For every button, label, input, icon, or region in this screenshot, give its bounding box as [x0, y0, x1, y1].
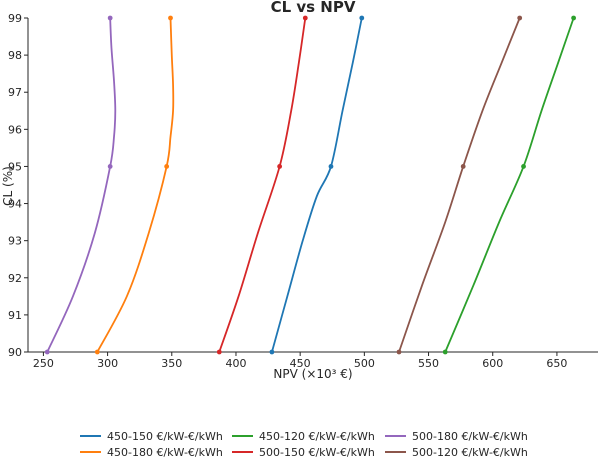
y-tick-label: 97	[8, 86, 22, 99]
x-tick-label: 550	[418, 357, 439, 370]
y-tick-label: 90	[8, 346, 22, 359]
series-5	[44, 15, 117, 355]
data-point	[442, 349, 448, 355]
data-point	[359, 15, 365, 21]
data-point	[164, 164, 170, 169]
x-tick-label: 250	[33, 357, 54, 370]
data-point	[302, 15, 308, 21]
series-4	[216, 15, 308, 355]
legend-item: 500-180 €/kW-€/kWh	[385, 430, 528, 443]
y-tick-label: 92	[8, 272, 22, 285]
legend-label: 500-120 €/kW-€/kWh	[412, 446, 528, 459]
legend-item: 500-150 €/kW-€/kWh	[232, 446, 375, 459]
legend-label: 450-150 €/kW-€/kWh	[107, 430, 223, 443]
data-point	[44, 349, 50, 355]
legend: 450-150 €/kW-€/kWh 450-180 €/kW-€/kWh 450-…	[80, 430, 528, 459]
legend-item: 500-120 €/kW-€/kWh	[385, 446, 528, 459]
x-tick-label: 500	[354, 357, 375, 370]
x-tick-label: 600	[482, 357, 503, 370]
series-line	[46, 17, 117, 353]
data-point	[521, 164, 526, 169]
data-point	[94, 349, 100, 355]
data-point	[216, 349, 222, 355]
y-axis-ticks: 90 91 92 93 94 95 96 97 98 99	[8, 12, 28, 359]
data-point	[277, 164, 283, 169]
data-point	[460, 164, 466, 169]
data-point	[107, 15, 113, 21]
data-point	[517, 15, 523, 21]
x-tick-label: 650	[546, 357, 567, 370]
series-line	[444, 17, 575, 353]
data-point	[168, 15, 173, 21]
data-point	[396, 349, 402, 355]
y-axis-label: CL (%)	[1, 166, 15, 206]
y-tick-label: 96	[8, 123, 22, 136]
legend-item: 450-180 €/kW-€/kWh	[80, 446, 223, 459]
x-tick-label: 450	[290, 357, 311, 370]
data-point	[571, 15, 577, 21]
series-1	[269, 15, 365, 355]
series-3	[442, 15, 577, 355]
series-2	[94, 15, 175, 355]
x-tick-label: 350	[161, 357, 182, 370]
legend-label: 500-180 €/kW-€/kWh	[412, 430, 528, 443]
data-point	[107, 164, 113, 169]
chart-title: CL vs NPV	[271, 0, 356, 16]
x-axis-ticks: 250 300 350 400 450 500 550 600 650	[33, 352, 567, 370]
x-axis-label: NPV (×10³ €)	[273, 367, 352, 381]
y-tick-label: 91	[8, 309, 22, 322]
y-tick-label: 93	[8, 235, 22, 248]
y-tick-label: 94	[8, 198, 22, 211]
series-line	[398, 17, 521, 353]
y-tick-label: 98	[8, 49, 22, 62]
legend-item: 450-150 €/kW-€/kWh	[80, 430, 223, 443]
legend-label: 450-120 €/kW-€/kWh	[259, 430, 375, 443]
data-point	[328, 164, 334, 169]
legend-item: 450-120 €/kW-€/kWh	[232, 430, 375, 443]
series-line	[218, 17, 307, 353]
y-tick-label: 99	[8, 12, 22, 25]
legend-label: 500-150 €/kW-€/kWh	[259, 446, 375, 459]
legend-label: 450-180 €/kW-€/kWh	[107, 446, 223, 459]
x-tick-label: 300	[97, 357, 118, 370]
data-point	[269, 349, 275, 355]
series-line	[271, 17, 363, 353]
series-6	[396, 15, 523, 355]
y-tick-label: 95	[8, 160, 22, 173]
series-line	[96, 17, 175, 353]
x-tick-label: 400	[225, 357, 246, 370]
plot-area	[27, 15, 598, 355]
